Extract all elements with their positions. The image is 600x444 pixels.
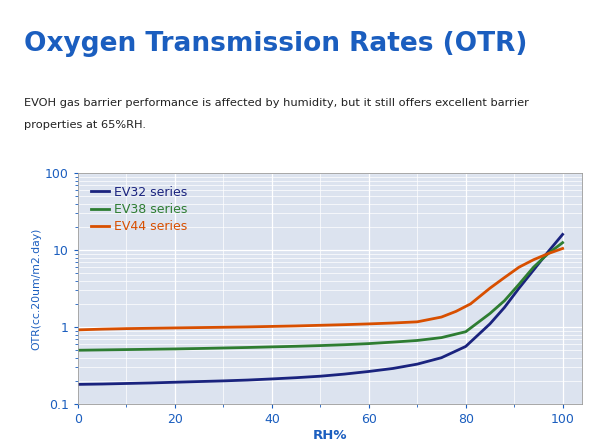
EV44 series — [220, 325, 227, 330]
EV44 series — [487, 285, 494, 291]
EV38 series — [389, 339, 397, 345]
EV38 series — [196, 346, 203, 351]
EV32 series — [147, 380, 154, 385]
EV44 series — [292, 323, 299, 329]
EV44 series — [515, 265, 523, 270]
EV32 series — [487, 321, 494, 326]
X-axis label: RH%: RH% — [313, 429, 347, 442]
EV32 series — [515, 285, 523, 291]
EV32 series — [74, 382, 82, 387]
EV44 series — [365, 321, 373, 326]
EV44 series — [544, 251, 551, 256]
EV38 series — [123, 347, 130, 352]
EV32 series — [196, 379, 203, 384]
EV38 series — [341, 342, 348, 347]
EV32 series — [530, 267, 537, 273]
EV38 series — [544, 251, 551, 256]
EV38 series — [74, 348, 82, 353]
EV32 series — [220, 378, 227, 384]
EV32 series — [98, 381, 106, 387]
Text: EVOH gas barrier performance is affected by humidity, but it still offers excell: EVOH gas barrier performance is affected… — [24, 98, 529, 108]
Y-axis label: OTR(cc.20um/m2.day): OTR(cc.20um/m2.day) — [31, 227, 41, 350]
EV32 series — [172, 380, 179, 385]
EV38 series — [147, 347, 154, 352]
EV44 series — [196, 325, 203, 330]
EV44 series — [438, 314, 445, 320]
EV44 series — [244, 324, 251, 329]
EV32 series — [244, 377, 251, 383]
Text: Oxygen Transmission Rates (OTR): Oxygen Transmission Rates (OTR) — [24, 31, 527, 57]
EV44 series — [268, 324, 275, 329]
EV38 series — [438, 335, 445, 340]
EV38 series — [292, 344, 299, 349]
EV44 series — [413, 319, 421, 325]
EV32 series — [462, 344, 469, 349]
EV44 series — [530, 257, 537, 262]
Line: EV38 series: EV38 series — [78, 243, 563, 350]
EV32 series — [123, 381, 130, 386]
EV38 series — [244, 345, 251, 350]
EV44 series — [501, 275, 508, 280]
Legend: EV32 series, EV38 series, EV44 series: EV32 series, EV38 series, EV44 series — [84, 179, 194, 240]
EV32 series — [341, 372, 348, 377]
EV44 series — [317, 323, 324, 328]
EV38 series — [487, 311, 494, 316]
EV44 series — [389, 320, 397, 325]
EV32 series — [389, 366, 397, 371]
EV32 series — [292, 375, 299, 381]
EV44 series — [147, 325, 154, 331]
EV44 series — [452, 309, 460, 314]
EV38 series — [220, 345, 227, 351]
EV38 series — [317, 343, 324, 348]
EV38 series — [462, 329, 469, 334]
Line: EV32 series: EV32 series — [78, 234, 563, 385]
EV32 series — [438, 355, 445, 361]
EV32 series — [317, 373, 324, 379]
EV38 series — [365, 341, 373, 346]
EV44 series — [559, 246, 566, 251]
EV38 series — [172, 346, 179, 352]
EV38 series — [559, 240, 566, 246]
EV32 series — [544, 249, 551, 254]
EV44 series — [467, 301, 474, 306]
EV32 series — [501, 305, 508, 310]
EV32 series — [365, 369, 373, 374]
Text: properties at 65%RH.: properties at 65%RH. — [24, 120, 146, 130]
EV32 series — [413, 361, 421, 367]
EV38 series — [98, 347, 106, 353]
EV44 series — [123, 326, 130, 331]
EV38 series — [530, 265, 537, 270]
EV32 series — [559, 232, 566, 237]
EV38 series — [515, 281, 523, 287]
EV38 series — [501, 298, 508, 303]
EV38 series — [268, 344, 275, 349]
EV32 series — [268, 376, 275, 381]
EV44 series — [74, 327, 82, 333]
Line: EV44 series: EV44 series — [78, 249, 563, 330]
EV38 series — [413, 338, 421, 343]
EV44 series — [172, 325, 179, 331]
EV44 series — [341, 322, 348, 327]
EV44 series — [98, 326, 106, 332]
